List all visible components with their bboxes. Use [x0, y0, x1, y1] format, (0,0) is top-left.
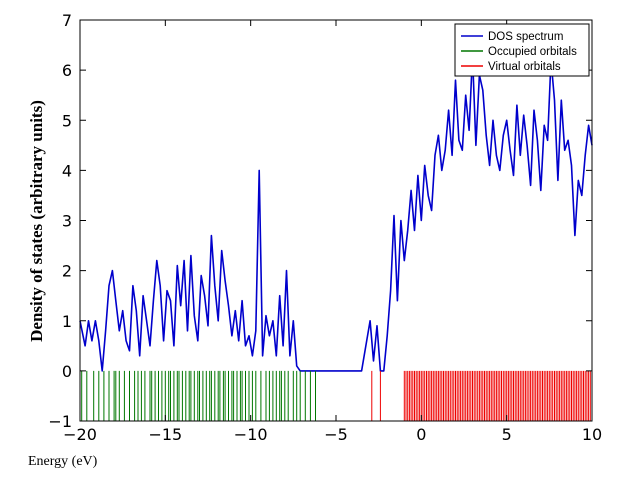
legend-box [454, 23, 590, 77]
y-tick-label: 0 [62, 362, 72, 381]
y-tick-label: 4 [62, 161, 72, 180]
x-tick-label: −20 [63, 425, 97, 444]
y-tick-label: 2 [62, 262, 72, 281]
x-tick-label: −15 [148, 425, 182, 444]
legend-label: Occupied orbitals [488, 46, 577, 58]
x-tick-label: −10 [234, 425, 268, 444]
y-axis-label: Density of states (arbitrary units) [27, 100, 46, 342]
axes [79, 19, 593, 422]
y-tick-label: 1 [62, 312, 72, 331]
y-tick-label: 3 [62, 212, 72, 231]
x-tick-label: 5 [502, 425, 512, 444]
legend: DOS spectrum Occupied orbitals Virtual orb… [454, 23, 590, 77]
dos-spectrum-line [79, 54, 593, 372]
y-tick-label: 6 [62, 61, 72, 80]
plot-area [79, 54, 593, 421]
x-tick-label: 10 [582, 425, 602, 444]
tick-marks [79, 19, 593, 422]
y-tick-label: 5 [62, 111, 72, 130]
legend-label: Virtual orbitals [488, 61, 561, 73]
y-tick-label: −1 [48, 412, 72, 431]
x-axis-label: Energy (eV) [28, 454, 98, 469]
x-tick-label: −5 [324, 425, 348, 444]
legend-label: DOS spectrum [488, 31, 563, 43]
y-tick-label: 7 [62, 11, 72, 30]
plot-frame [79, 19, 593, 422]
x-tick-label: 0 [416, 425, 426, 444]
